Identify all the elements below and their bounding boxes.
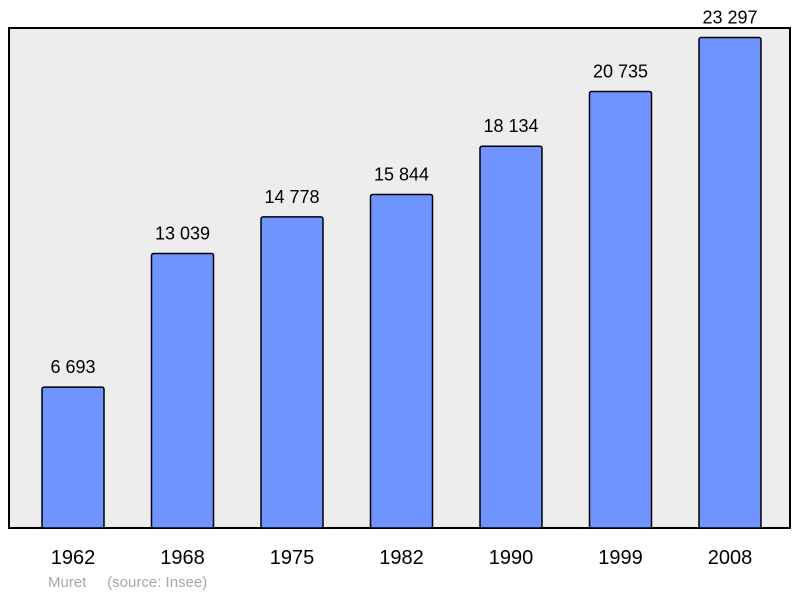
- value-label-1999: 20 735: [593, 61, 648, 81]
- bar-1962: [41, 386, 105, 529]
- value-label-1990: 18 134: [483, 116, 538, 136]
- x-tick-label-1968: 1968: [160, 547, 205, 569]
- bar-1975: [260, 216, 324, 529]
- value-label-1968: 13 039: [155, 223, 210, 243]
- bar-chart: 6 693 13 039 14 778 15 844 18 134 20 735 23 29…: [8, 8, 791, 569]
- value-label-1975: 14 778: [264, 187, 319, 207]
- chart-footer: Muret (source: Insee): [48, 574, 207, 591]
- bar-1982: [369, 193, 434, 529]
- bar-1990: [479, 145, 543, 529]
- x-tick-label-2008: 2008: [708, 547, 753, 569]
- x-tick-label-1962: 1962: [51, 547, 96, 569]
- value-label-1962: 6 693: [50, 357, 95, 377]
- source-note: (source: Insee): [107, 574, 208, 591]
- value-label-1982: 15 844: [374, 164, 429, 184]
- place-name: Muret: [48, 574, 87, 591]
- value-label-2008: 23 297: [702, 8, 757, 28]
- bar-1968: [150, 252, 215, 529]
- bar-1999: [588, 90, 653, 529]
- x-tick-label-1982: 1982: [379, 547, 424, 569]
- x-tick-label-1999: 1999: [598, 547, 643, 569]
- x-tick-label-1975: 1975: [270, 547, 315, 569]
- bar-2008: [698, 36, 762, 529]
- x-tick-label-1990: 1990: [489, 547, 534, 569]
